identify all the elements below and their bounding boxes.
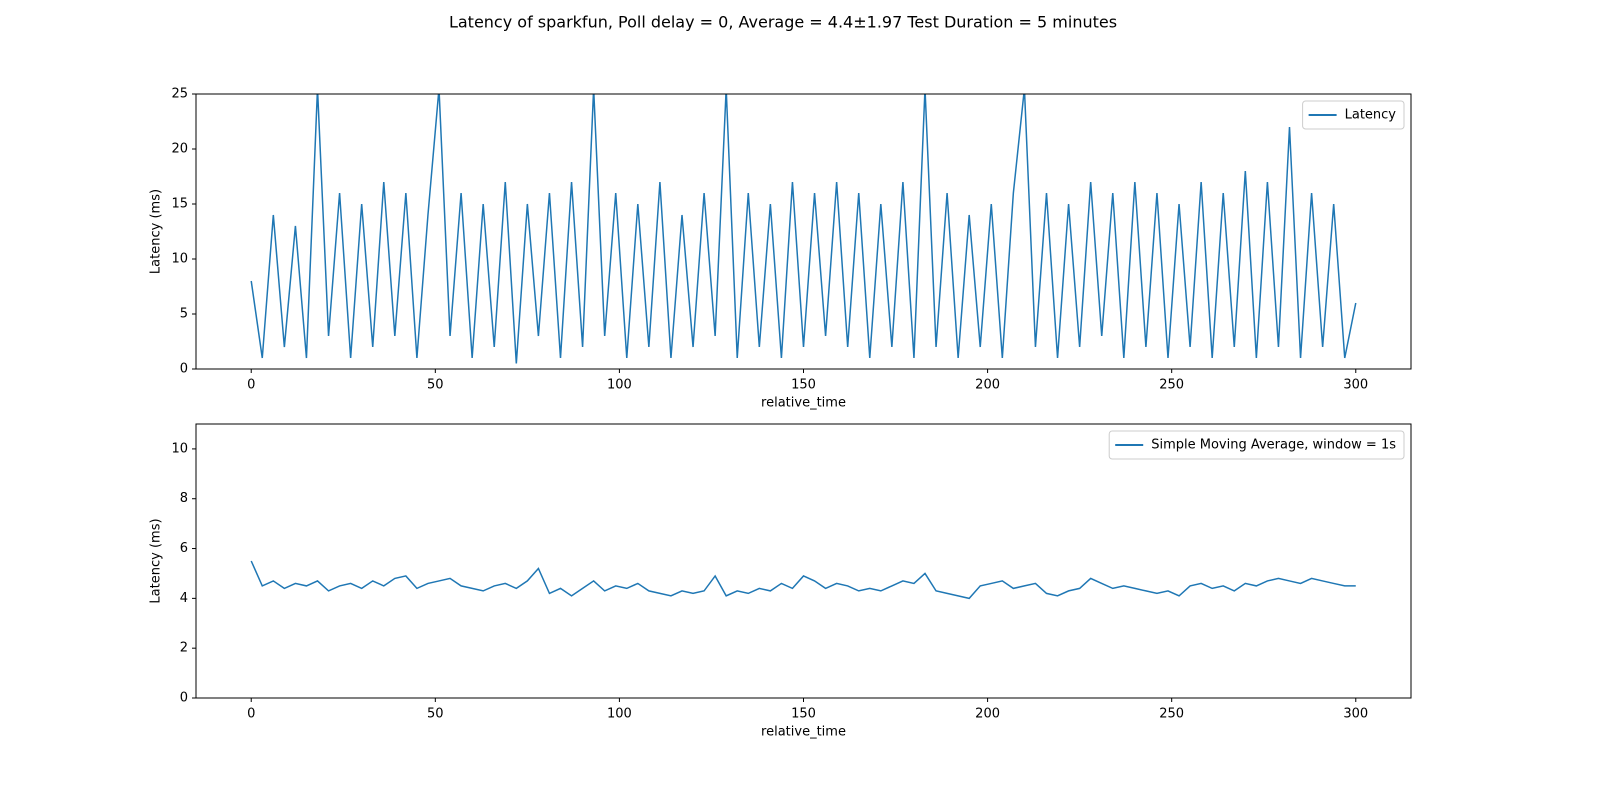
x-tick-label: 150 <box>791 378 816 393</box>
legend-label: Latency <box>1345 108 1397 123</box>
axes-frame <box>195 423 1412 699</box>
x-tick-label: 50 <box>427 378 444 393</box>
y-tick-label: 0 <box>180 362 188 377</box>
legend-frame <box>1302 100 1405 130</box>
x-tick-label: 0 <box>247 378 255 393</box>
axes-frame <box>195 93 1412 370</box>
y-tick-label: 8 <box>180 491 188 506</box>
x-tick-label: 200 <box>975 707 1000 722</box>
legend: Latency <box>1302 100 1405 130</box>
x-tick-label: 200 <box>975 378 1000 393</box>
x-tick-label: 100 <box>607 378 632 393</box>
y-tick-label: 15 <box>171 197 188 212</box>
y-tick-label: 0 <box>180 691 188 706</box>
legend-label: Simple Moving Average, window = 1s <box>1151 438 1396 453</box>
x-axis-label: relative_time <box>761 725 846 740</box>
y-tick-label: 6 <box>180 541 188 556</box>
y-tick-label: 5 <box>180 307 188 322</box>
x-tick-label: 150 <box>791 707 816 722</box>
x-tick-label: 100 <box>607 707 632 722</box>
y-axis-label: Latency (ms) <box>149 189 164 274</box>
x-axis-label: relative_time <box>761 396 846 411</box>
y-tick-label: 10 <box>171 441 188 456</box>
x-tick-label: 250 <box>1159 707 1184 722</box>
y-tick-label: 20 <box>171 142 188 157</box>
y-tick-label: 10 <box>171 252 188 267</box>
data-line <box>250 94 1357 364</box>
x-tick-label: 0 <box>247 707 255 722</box>
y-axis-label: Latency (ms) <box>149 518 164 603</box>
data-line <box>250 560 1356 600</box>
legend: Simple Moving Average, window = 1s <box>1108 430 1405 460</box>
x-tick-label: 250 <box>1159 378 1184 393</box>
y-tick-label: 25 <box>171 87 188 102</box>
legend-frame <box>1108 430 1405 460</box>
y-tick-label: 2 <box>180 641 188 656</box>
chart-title: Latency of sparkfun, Poll delay = 0, Ave… <box>449 13 1117 32</box>
y-tick-label: 4 <box>180 591 188 606</box>
x-tick-label: 50 <box>427 707 444 722</box>
x-tick-label: 300 <box>1343 378 1368 393</box>
x-tick-label: 300 <box>1343 707 1368 722</box>
